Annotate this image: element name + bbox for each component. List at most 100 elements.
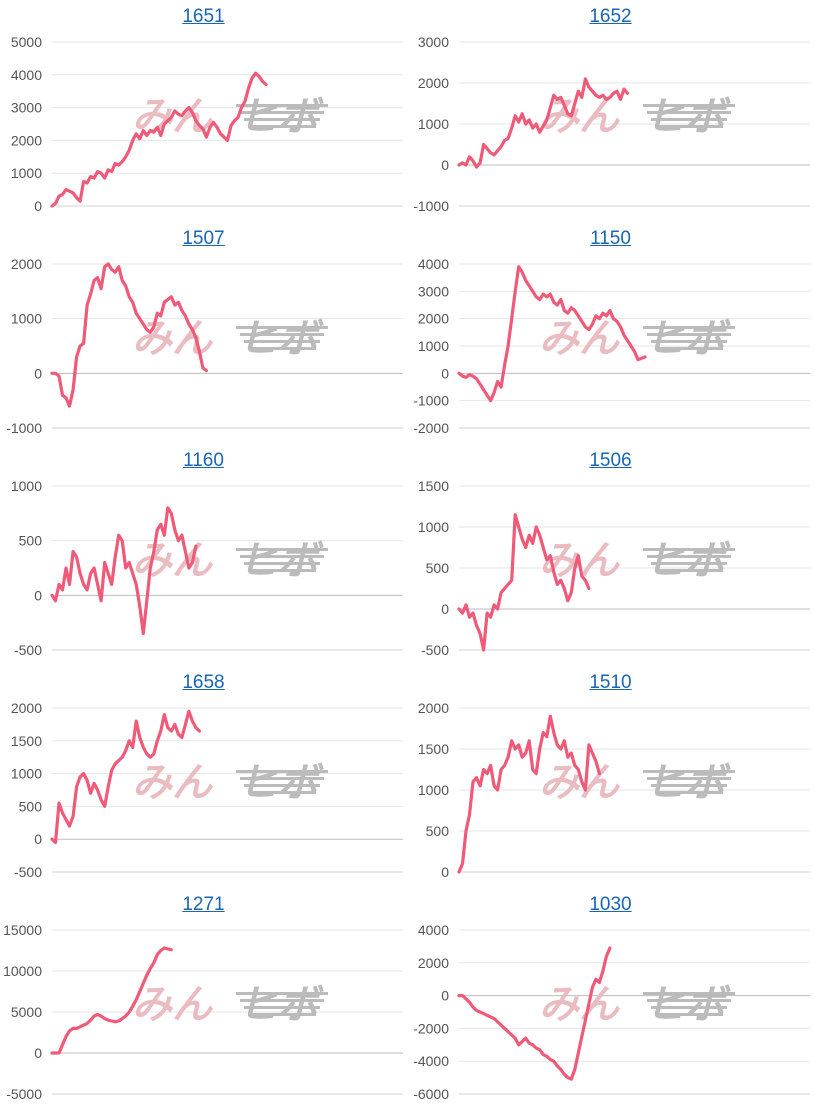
watermark-left-text: みん bbox=[539, 982, 621, 1028]
watermark-stripe bbox=[236, 992, 328, 995]
chart-panel: -500 0 500 1000 みん ヒボ 1160 bbox=[0, 444, 407, 666]
y-tick-label: 0 bbox=[34, 587, 42, 603]
watermark-stripe bbox=[655, 1013, 723, 1016]
watermark-stripe bbox=[647, 333, 731, 336]
chart-title-link[interactable]: 1030 bbox=[589, 894, 632, 915]
y-tick-label: 0 bbox=[34, 365, 42, 381]
y-tick-label: 0 bbox=[34, 831, 42, 847]
watermark-stripe bbox=[655, 569, 723, 572]
chart-panel: -5000 0 5000 10000 15000 みん ヒボ 1271 bbox=[0, 888, 407, 1110]
line-chart: -2000 -1000 0 1000 2000 3000 4000 みん ヒボ bbox=[413, 256, 810, 436]
chart-title-link[interactable]: 1507 bbox=[182, 228, 225, 249]
watermark-stripe bbox=[248, 569, 316, 572]
line-chart: -5000 0 5000 10000 15000 みん ヒボ bbox=[3, 922, 403, 1102]
chart-title-link[interactable]: 1150 bbox=[590, 228, 631, 249]
series-line bbox=[457, 714, 601, 874]
y-tick-label: 2000 bbox=[11, 132, 42, 148]
y-tick-label: 5000 bbox=[11, 34, 42, 50]
line-chart: -6000 -4000 -2000 0 2000 4000 みん ヒボ bbox=[413, 922, 810, 1102]
watermark-logo: みん ヒボ bbox=[132, 316, 328, 362]
watermark-stripe bbox=[643, 992, 735, 995]
chart-title-link[interactable]: 1271 bbox=[182, 894, 225, 915]
series-line bbox=[50, 946, 173, 1055]
watermark-stripe bbox=[248, 791, 316, 794]
watermark-stripe bbox=[248, 347, 316, 350]
chart-title-link[interactable]: 1652 bbox=[589, 6, 632, 27]
y-tick-label: 1000 bbox=[11, 311, 42, 327]
y-tick-label: 1000 bbox=[418, 519, 449, 535]
y-tick-label: -5000 bbox=[6, 1086, 42, 1102]
watermark-left-text: みん bbox=[539, 316, 621, 362]
watermark-stripe bbox=[651, 784, 727, 787]
watermark-logo: みん ヒボ bbox=[539, 316, 735, 362]
y-tick-label: -6000 bbox=[413, 1086, 449, 1102]
y-tick-label: 0 bbox=[441, 988, 449, 1004]
line-chart: -1000 0 1000 2000 3000 みん ヒボ bbox=[413, 34, 810, 214]
chart-title-link[interactable]: 1651 bbox=[182, 6, 225, 27]
y-tick-label: 1000 bbox=[11, 766, 42, 782]
y-tick-label: 4000 bbox=[418, 922, 449, 938]
watermark-stripe bbox=[240, 777, 324, 780]
watermark-stripe bbox=[248, 1013, 316, 1016]
watermark-logo: みん ヒボ bbox=[132, 760, 328, 806]
watermark-stripe bbox=[651, 118, 727, 121]
chart-title-link[interactable]: 1160 bbox=[183, 450, 224, 471]
chart-panel: -2000 -1000 0 1000 2000 3000 4000 みん ヒボ 1150 bbox=[407, 222, 814, 444]
watermark-right-text: ヒボ bbox=[238, 538, 324, 584]
series-line bbox=[457, 946, 612, 1081]
watermark-stripe bbox=[647, 777, 731, 780]
chart-panel: -1000 0 1000 2000 3000 みん ヒボ 1652 bbox=[407, 0, 814, 222]
watermark-stripe bbox=[655, 125, 723, 128]
y-tick-label: 1000 bbox=[11, 478, 42, 494]
y-tick-label: -500 bbox=[421, 642, 449, 658]
y-tick-label: -4000 bbox=[413, 1053, 449, 1069]
watermark-stripe bbox=[643, 548, 735, 551]
watermark-stripe bbox=[240, 111, 324, 114]
watermark-stripe bbox=[643, 770, 735, 773]
chart-title-link[interactable]: 1510 bbox=[589, 672, 632, 693]
y-tick-label: 1500 bbox=[11, 733, 42, 749]
y-tick-label: 1500 bbox=[418, 478, 449, 494]
y-tick-label: 0 bbox=[441, 601, 449, 617]
watermark-stripe bbox=[244, 340, 320, 343]
y-tick-label: -500 bbox=[14, 864, 42, 880]
y-tick-label: 500 bbox=[19, 798, 43, 814]
watermark-stripe bbox=[244, 1006, 320, 1009]
y-tick-label: 0 bbox=[441, 365, 449, 381]
watermark-right-text: ヒボ bbox=[645, 538, 731, 584]
series-line bbox=[50, 71, 268, 208]
watermark-stripe bbox=[244, 118, 320, 121]
watermark-stripe bbox=[651, 1006, 727, 1009]
y-tick-label: 2000 bbox=[418, 311, 449, 327]
y-tick-label: 2000 bbox=[11, 256, 42, 272]
chart-panel: -6000 -4000 -2000 0 2000 4000 みん ヒボ 1030 bbox=[407, 888, 814, 1110]
watermark-logo: みん ヒボ bbox=[132, 982, 328, 1028]
chart-title-link[interactable]: 1658 bbox=[182, 672, 225, 693]
chart-title-link[interactable]: 1506 bbox=[589, 450, 632, 471]
y-tick-label: 1000 bbox=[418, 116, 449, 132]
watermark-logo: みん ヒボ bbox=[539, 94, 735, 140]
y-tick-label: -2000 bbox=[413, 1020, 449, 1036]
y-tick-label: 500 bbox=[19, 533, 43, 549]
chart-panel: -500 0 500 1000 1500 2000 みん ヒボ 1658 bbox=[0, 666, 407, 888]
watermark-right-text: ヒボ bbox=[645, 760, 731, 806]
y-tick-label: 1000 bbox=[418, 782, 449, 798]
y-tick-label: 15000 bbox=[3, 922, 42, 938]
chart-panel: -500 0 500 1000 1500 みん ヒボ 1506 bbox=[407, 444, 814, 666]
y-tick-label: 1500 bbox=[418, 741, 449, 757]
line-chart: -500 0 500 1000 1500 2000 みん ヒボ bbox=[11, 700, 403, 880]
y-tick-label: 0 bbox=[441, 157, 449, 173]
y-tick-label: 5000 bbox=[11, 1004, 42, 1020]
watermark-stripe bbox=[236, 104, 328, 107]
line-chart: -1000 0 1000 2000 みん ヒボ bbox=[6, 256, 403, 436]
chart-panel: -1000 0 1000 2000 みん ヒボ 1507 bbox=[0, 222, 407, 444]
watermark-left-text: みん bbox=[539, 760, 621, 806]
watermark-stripe bbox=[647, 999, 731, 1002]
y-tick-label: 10000 bbox=[3, 963, 42, 979]
y-tick-label: 1000 bbox=[11, 165, 42, 181]
y-tick-label: -1000 bbox=[413, 198, 449, 214]
chart-panel: 0 500 1000 1500 2000 みん ヒボ 1510 bbox=[407, 666, 814, 888]
y-tick-label: 2000 bbox=[418, 955, 449, 971]
chart-panel: 0 1000 2000 3000 4000 5000 みん ヒボ 1651 bbox=[0, 0, 407, 222]
